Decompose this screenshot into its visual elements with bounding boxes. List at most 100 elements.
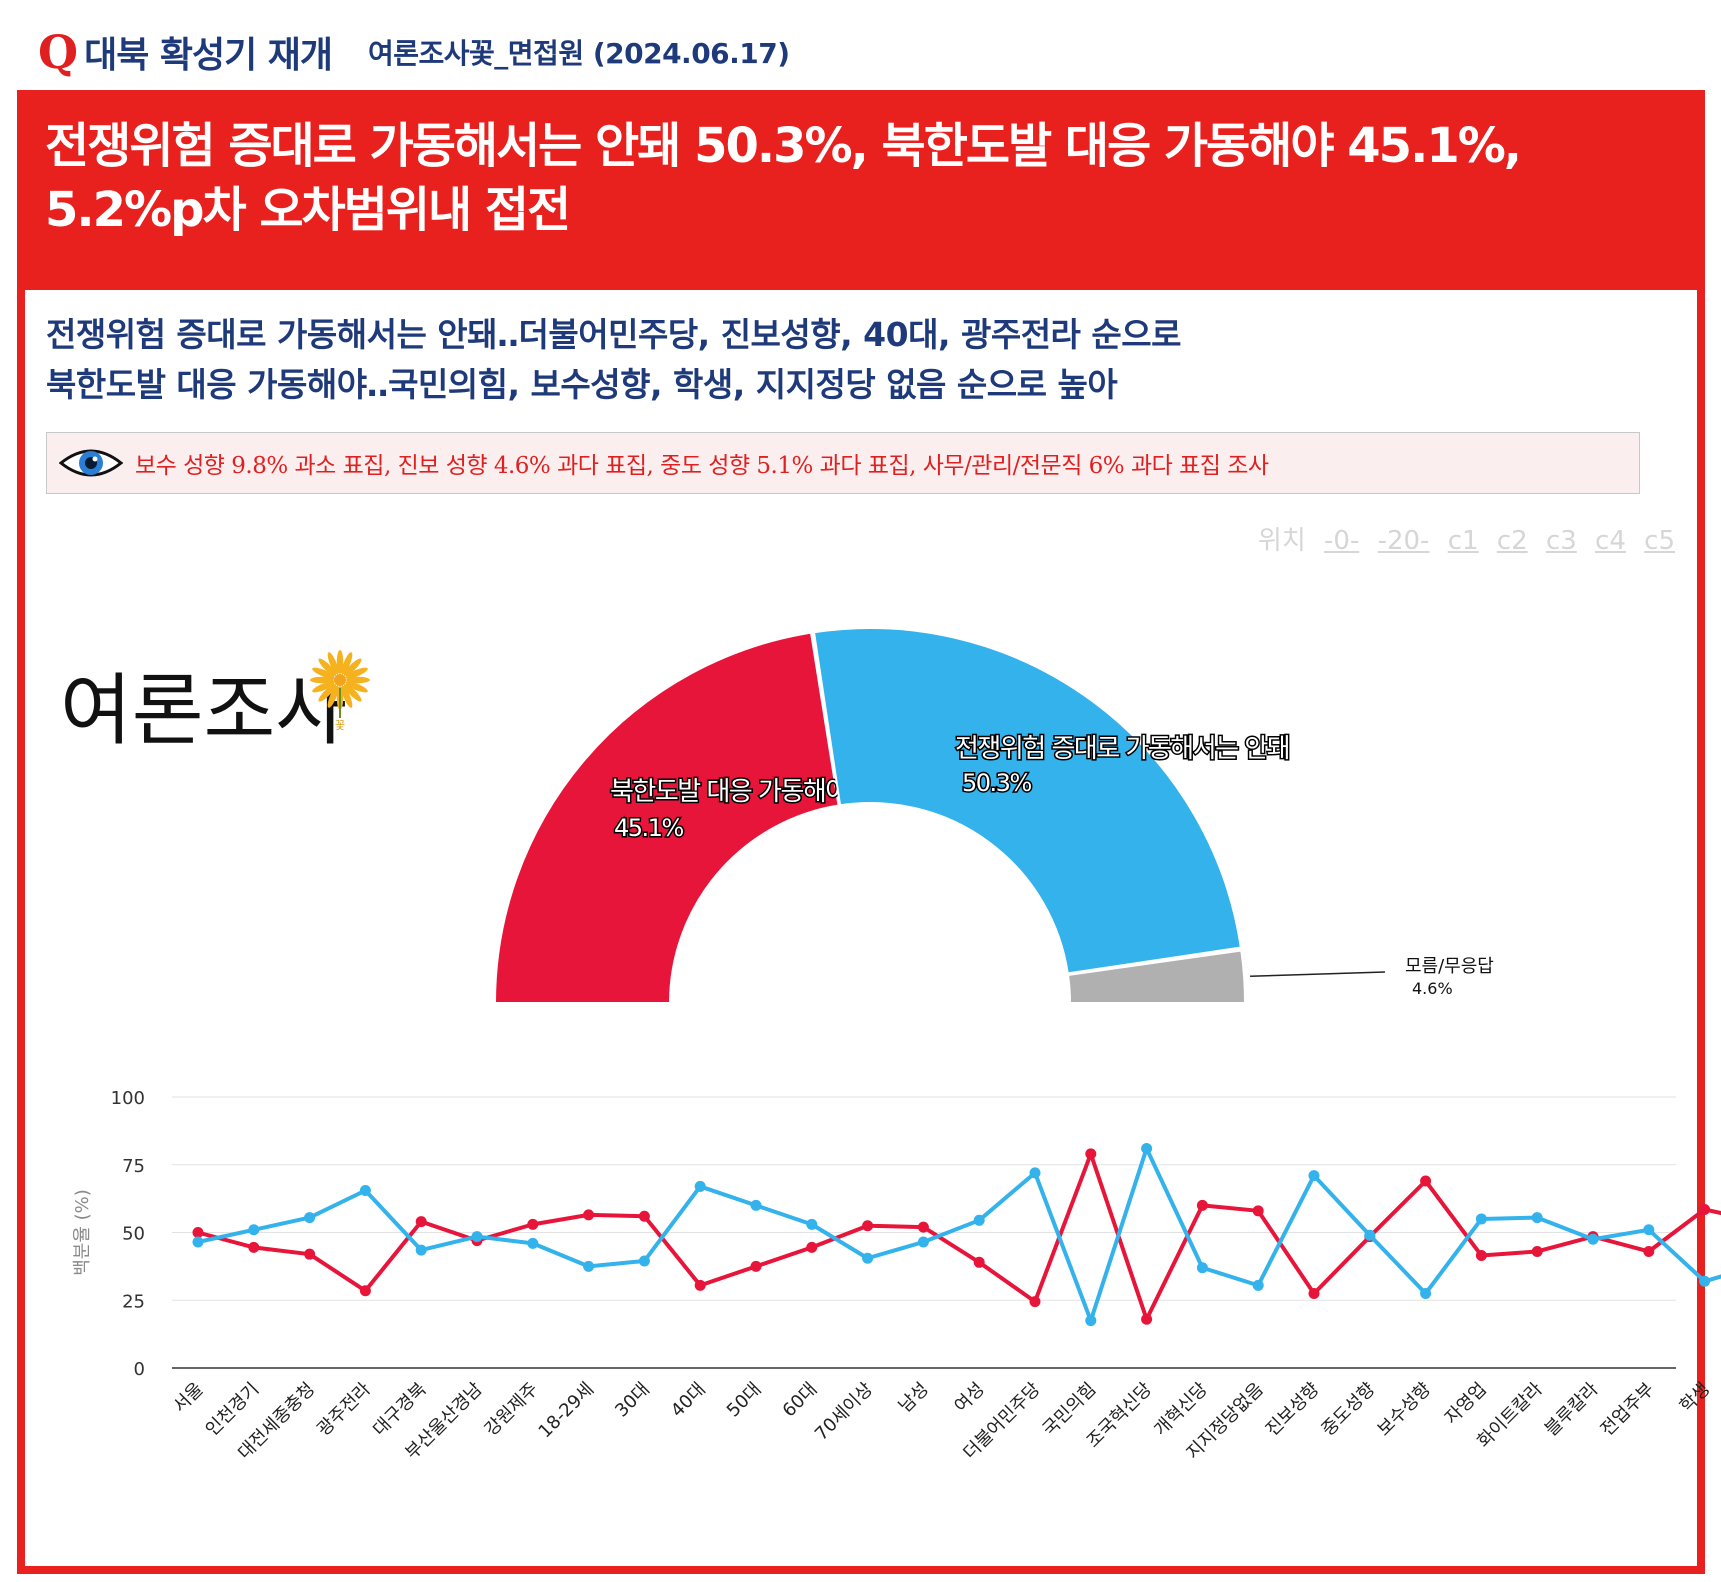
series-line-0 (197, 1151, 1721, 1322)
question-topic: 대북 확성기 재개 (84, 35, 333, 76)
position-link-c5[interactable]: c5 (1644, 526, 1675, 556)
series-1-point (973, 1214, 985, 1226)
series-1-point (1531, 1212, 1543, 1224)
series-0-point (862, 1220, 874, 1232)
brand-logo: 여론조사 꽃 (60, 625, 380, 769)
logo-text: 여론조사 (60, 666, 347, 756)
series-0-point (1308, 1287, 1320, 1299)
series-1-point (638, 1255, 650, 1267)
x-tick-label: 60대 (779, 1379, 822, 1422)
series-0-point (1141, 1313, 1153, 1325)
series-0-point (638, 1210, 650, 1222)
series-1-point (862, 1252, 874, 1264)
q-mark: Q (38, 25, 79, 79)
series-1-point (415, 1244, 427, 1256)
series-0-point (527, 1218, 539, 1230)
x-tick-label: 학생 (1676, 1379, 1714, 1417)
series-0-point (1029, 1296, 1041, 1308)
series-1-point (806, 1218, 818, 1230)
position-link-c3[interactable]: c3 (1545, 526, 1577, 556)
series-1-point (1475, 1213, 1487, 1225)
series-0-point (1643, 1245, 1655, 1257)
series-0-point (304, 1248, 316, 1260)
donut-slice-2 (1066, 949, 1247, 1004)
series-0-point (1196, 1199, 1208, 1211)
series-0-point (1699, 1203, 1711, 1215)
series-1-point (1643, 1224, 1655, 1236)
series-1-point (1141, 1142, 1153, 1154)
position-link-0[interactable]: -0- (1324, 526, 1360, 556)
position-link-c4[interactable]: c4 (1595, 526, 1626, 556)
subtitle-line-1: 전쟁위험 증대로 가동해서는 안돼‥더불어민주당, 진보성향, 40대, 광주전… (46, 315, 1181, 354)
logo-sub-text: 꽃 (335, 719, 345, 732)
y-tick-label: 25 (122, 1291, 145, 1312)
x-tick-label: 40대 (667, 1379, 710, 1422)
survey-source: 여론조사꽃_면접원 (2024.06.17) (368, 37, 790, 70)
series-0-point (192, 1227, 204, 1238)
x-tick-label: 진보성향 (1262, 1379, 1324, 1441)
series-1-point (359, 1184, 371, 1196)
x-tick-label: 여성 (950, 1379, 988, 1417)
series-0-point (248, 1241, 260, 1253)
series-1-point (1308, 1170, 1320, 1182)
x-tick-label: 서울 (169, 1379, 207, 1417)
series-0-point (1475, 1250, 1487, 1262)
series-line-1 (197, 1146, 1721, 1323)
x-tick-label: 전업주부 (1597, 1379, 1659, 1441)
x-tick-label: 남성 (895, 1379, 933, 1417)
content-frame (17, 90, 1705, 1574)
subtitle-line-2: 북한도발 대응 가동해야‥국민의힘, 보수성향, 학생, 지지정당 없음 순으로… (46, 365, 1118, 404)
position-label: 위치 (1257, 526, 1306, 556)
series-0-point (750, 1260, 762, 1272)
series-1-point (1364, 1229, 1376, 1241)
donut-label-0: 북한도발 대응 가동해야 (610, 777, 849, 807)
x-tick-label: 보수성향 (1373, 1379, 1435, 1441)
position-link-c2[interactable]: c2 (1496, 526, 1528, 556)
donut-value-1: 50.3% (962, 769, 1031, 797)
series-1-point (1029, 1167, 1041, 1179)
x-tick-label: 자영업 (1441, 1379, 1491, 1429)
page-header: Q 대북 확성기 재개 여론조사꽃_면접원 (2024.06.17) (38, 22, 790, 82)
position-links: 위치 -0- -20- c1 c2 c3 c4 c5 (1248, 520, 1675, 557)
series-0-point (415, 1216, 427, 1228)
x-tick-label: 70세이상 (811, 1379, 877, 1445)
half-donut-chart: 북한도발 대응 가동해야 45.1% 전쟁위험 증대로 가동해서는 안돼 50.3% 모… (493, 627, 1494, 1004)
series-1-point (1699, 1275, 1711, 1287)
series-1-point (471, 1231, 483, 1243)
position-link-c1[interactable]: c1 (1447, 526, 1479, 556)
donut-value-2: 4.6% (1412, 979, 1453, 998)
series-1-point (527, 1237, 539, 1249)
y-tick-label: 75 (122, 1156, 145, 1177)
series-0-point (973, 1256, 985, 1268)
position-link-20[interactable]: -20- (1377, 526, 1430, 556)
y-axis-label: 백분율 (%) (72, 1189, 93, 1276)
donut-leader-line (1250, 971, 1386, 978)
series-1-point (917, 1236, 929, 1248)
series-1-point (750, 1199, 762, 1211)
series-1-point (304, 1212, 316, 1224)
series-1-point (1085, 1315, 1097, 1327)
x-tick-label: 강원제주 (481, 1379, 543, 1441)
series-1-point (1420, 1287, 1432, 1299)
donut-value-0: 45.1% (614, 814, 683, 842)
series-0-point (806, 1241, 818, 1253)
y-tick-label: 100 (111, 1088, 145, 1109)
subtitle-block: 전쟁위험 증대로 가동해서는 안돼‥더불어민주당, 진보성향, 40대, 광주전… (46, 310, 1181, 410)
donut-label-2: 모름/무응답 (1405, 956, 1494, 977)
x-tick-label: 50대 (723, 1379, 766, 1422)
series-0-point (1252, 1205, 1264, 1217)
y-tick-label: 0 (134, 1359, 145, 1380)
donut-slice-0 (493, 631, 840, 1004)
x-tick-label: 30대 (611, 1379, 654, 1422)
series-1-point (1196, 1262, 1208, 1274)
y-tick-label: 50 (122, 1224, 145, 1245)
series-1-point (694, 1180, 706, 1192)
donut-slice-1 (812, 627, 1243, 975)
eye-icon (59, 449, 123, 477)
series-1-point (248, 1224, 260, 1236)
sampling-note-text: 보수 성향 9.8% 과소 표집, 진보 성향 4.6% 과다 표집, 중도 성… (135, 453, 1269, 479)
series-1-point (192, 1236, 204, 1248)
title-banner: 전쟁위험 증대로 가동해서는 안돼 50.3%, 북한도발 대응 가동해야 45… (17, 90, 1705, 290)
series-0-point (917, 1221, 929, 1233)
